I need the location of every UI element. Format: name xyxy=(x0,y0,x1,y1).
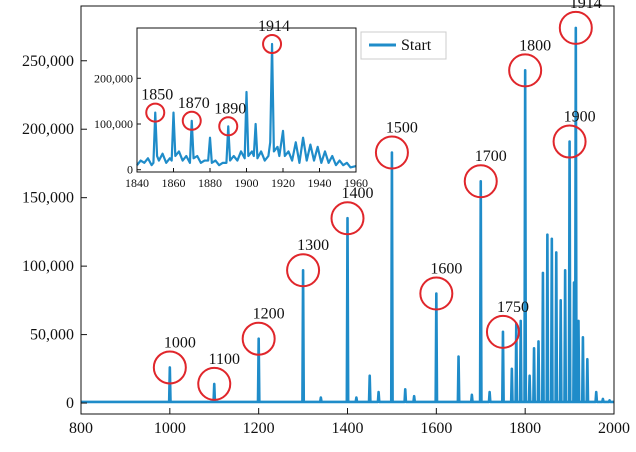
peak-marker-circle xyxy=(330,201,365,236)
y-tick-label: 100,000 xyxy=(22,258,74,275)
peak-label: 1600 xyxy=(430,261,462,278)
inset-peak-label: 1914 xyxy=(258,18,290,35)
x-tick-label: 1000 xyxy=(154,420,186,437)
peak-label: 1800 xyxy=(519,37,551,54)
y-tick-label: 200,000 xyxy=(22,121,74,138)
y-tick-label: 250,000 xyxy=(22,53,74,70)
peak-marker-circle xyxy=(241,321,276,356)
x-tick-label: 1200 xyxy=(243,420,275,437)
main-plot: 800 1000 1200 1400 1600 1800 2000 0 50,000 100,00… xyxy=(22,0,630,437)
peak-marker-circle xyxy=(197,366,232,401)
inset-peak-marker-circle xyxy=(181,110,202,131)
peak-label: 1200 xyxy=(253,306,285,323)
peak-label: 1500 xyxy=(386,119,418,136)
peak-label: 1700 xyxy=(475,148,507,165)
peak-marker-circle xyxy=(485,314,520,349)
peak-label: 1100 xyxy=(209,351,240,368)
inset-x-tick-label: 1840 xyxy=(125,176,149,190)
inset-series-line-start xyxy=(136,42,357,169)
x-tick-label: 1600 xyxy=(420,420,452,437)
inset-x-tick-label: 1960 xyxy=(344,176,368,190)
y-tick-label: 150,000 xyxy=(22,190,74,207)
inset-x-tick-label: 1900 xyxy=(235,176,259,190)
peak-marker-circle xyxy=(558,10,593,45)
y-tick-label: 0 xyxy=(66,395,74,412)
x-tick-label: 1400 xyxy=(332,420,364,437)
inset-peak-marker-circle xyxy=(145,102,166,123)
inset-peak-label: 1850 xyxy=(141,87,173,104)
series-line-start xyxy=(81,26,614,404)
inset-peak-label: 1870 xyxy=(178,95,210,112)
peak-label: 1400 xyxy=(342,185,374,202)
peak-marker-circle xyxy=(152,350,187,385)
peak-marker-circle xyxy=(463,164,498,199)
legend-label: Start xyxy=(401,37,432,54)
inset-peak-marker-circle xyxy=(262,34,283,54)
peak-marker-circle xyxy=(374,135,409,170)
inset-y-tick-label: 100,000 xyxy=(94,117,133,131)
inset-x-tick-label: 1920 xyxy=(271,176,295,190)
peak-label: 1000 xyxy=(164,334,196,351)
inset-peak-label: 1890 xyxy=(214,100,246,117)
peak-marker-circle xyxy=(419,276,454,311)
peak-label: 1900 xyxy=(564,109,596,126)
x-tick-label: 1800 xyxy=(509,420,541,437)
peak-marker-circle xyxy=(286,253,321,288)
peak-marker-circle xyxy=(508,53,543,88)
inset-x-tick-label: 1940 xyxy=(308,176,332,190)
inset-x-tick-label: 1880 xyxy=(198,176,222,190)
peak-label: 1300 xyxy=(297,237,329,254)
inset-peak-marker-circle xyxy=(218,116,239,137)
inset-y-tick-label: 0 xyxy=(127,163,133,177)
peak-marker-circle xyxy=(552,124,587,159)
peak-label: 1914 xyxy=(570,0,602,12)
inset-y-tick-label: 200,000 xyxy=(94,71,133,85)
x-tick-label: 2000 xyxy=(598,420,630,437)
peak-label: 1750 xyxy=(497,299,529,316)
inset-plot: 1840 1860 1880 1900 1920 1940 1960 0 100,000 200,… xyxy=(94,18,368,190)
x-tick-label: 800 xyxy=(69,420,93,437)
y-tick-label: 50,000 xyxy=(30,327,74,344)
inset-x-tick-label: 1860 xyxy=(162,176,186,190)
